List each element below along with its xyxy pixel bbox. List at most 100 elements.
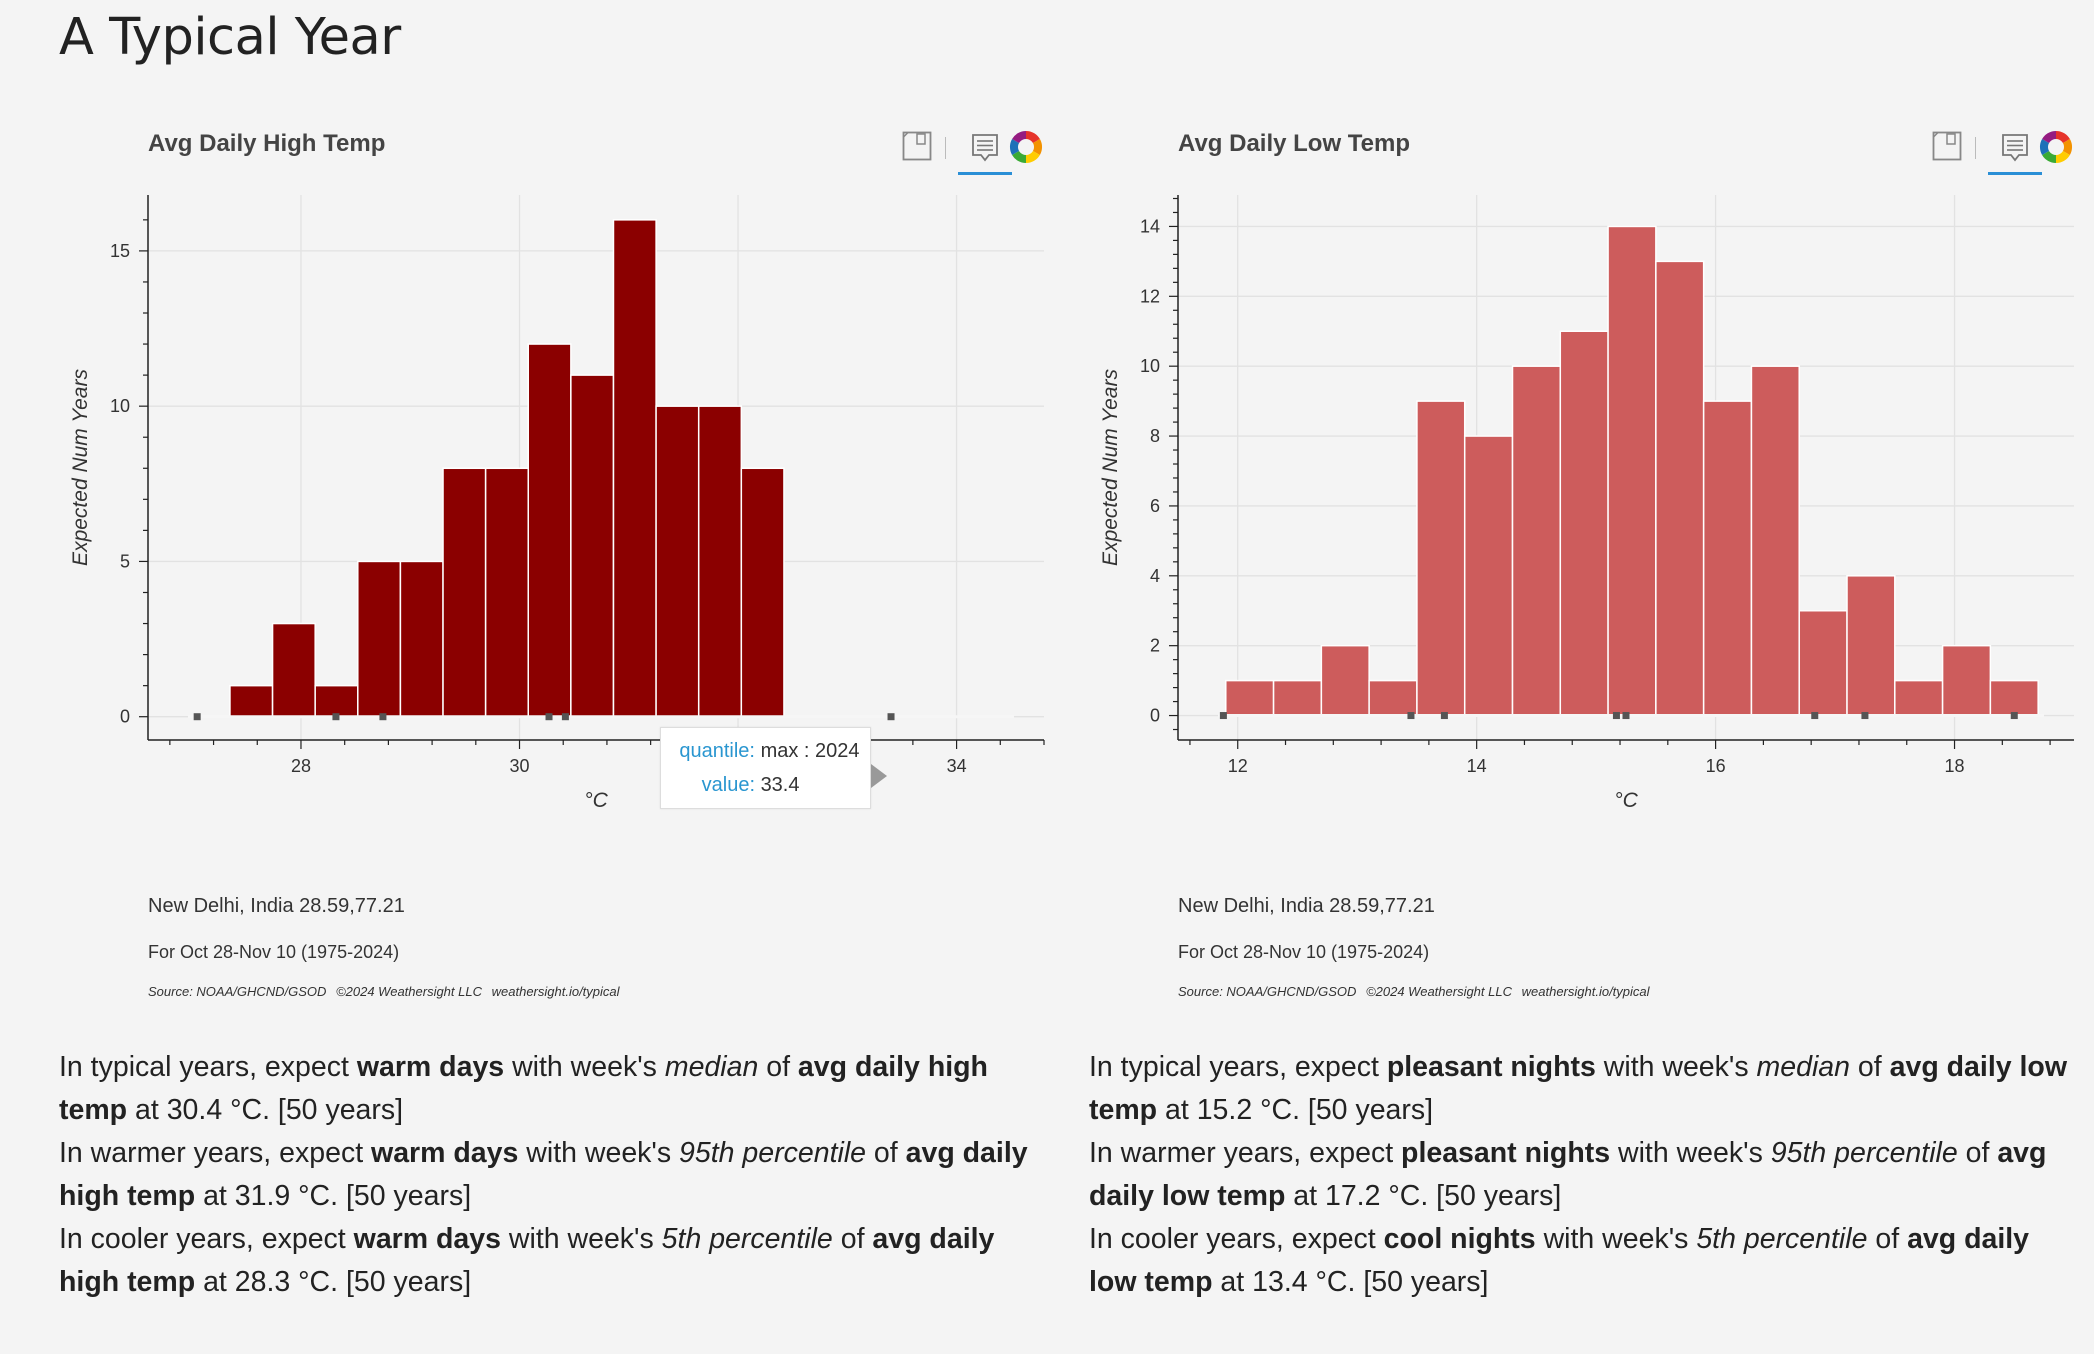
histogram-bar[interactable] [271, 622, 316, 718]
summary-line: In typical years, expect pleasant nights… [1089, 1046, 2079, 1132]
toolbar-divider [1975, 137, 1976, 159]
summary-bold: warm days [356, 1051, 505, 1083]
summary-text: at 28.3 °C. [50 years] [195, 1266, 472, 1298]
tooltip-value-value: 33.4 [760, 774, 800, 796]
chart-toolbar [902, 127, 1062, 177]
histogram-bar[interactable] [1368, 679, 1418, 717]
x-tick-label: 14 [1467, 756, 1487, 776]
summary-bold: pleasant nights [1386, 1051, 1596, 1083]
histogram-bar[interactable] [740, 467, 785, 718]
histogram-bar[interactable] [1511, 365, 1562, 717]
histogram-bar[interactable] [314, 684, 359, 718]
summary-text: of [832, 1223, 873, 1255]
histogram-bar[interactable] [570, 374, 615, 718]
histogram-bar[interactable] [399, 560, 444, 718]
save-icon[interactable] [1932, 131, 1962, 161]
summary-low: In typical years, expect pleasant nights… [1089, 1046, 2079, 1304]
summary-italic: median [664, 1051, 759, 1083]
chart-panel-low: Avg Daily Low Temp [1030, 120, 2074, 1020]
hover-tooltip-icon [972, 134, 998, 162]
quantile-marker [1861, 712, 1869, 720]
bokeh-logo-icon[interactable] [1008, 129, 1044, 165]
histogram-bar[interactable] [1272, 679, 1323, 717]
x-tick-label: 16 [1706, 756, 1726, 776]
x-axis-label: °C [584, 789, 608, 812]
quantile-marker [887, 713, 895, 721]
histogram-bar[interactable] [1607, 225, 1657, 717]
bokeh-logo-icon[interactable] [2038, 129, 2074, 165]
quantile-marker [2010, 712, 2018, 720]
histogram-bar[interactable] [1463, 435, 1514, 717]
summary-italic: 95th percentile [679, 1137, 867, 1169]
quantile-marker [1440, 712, 1448, 720]
histogram-bar[interactable] [442, 467, 487, 718]
y-tick-label: 0 [120, 707, 130, 727]
histogram-bar[interactable] [1846, 575, 1896, 717]
x-tick-label: 30 [509, 756, 529, 776]
copyright-text: ©2024 Weathersight LLC [1366, 984, 1512, 999]
y-tick-label: 10 [110, 396, 130, 416]
tooltip-value-label: value: [701, 774, 755, 796]
save-icon[interactable] [902, 131, 932, 161]
quantile-marker [561, 713, 569, 721]
y-axis-label: Expected Num Years [1099, 369, 1122, 566]
hover-tool-button[interactable] [1988, 129, 2042, 175]
histogram-bar[interactable] [1798, 609, 1848, 717]
histogram-bar[interactable] [1559, 330, 1609, 717]
hover-tool-button[interactable] [958, 129, 1012, 175]
summary-text: of [758, 1051, 798, 1083]
summary-bold: avg daily low temp [1089, 1051, 2068, 1126]
histogram-bar[interactable] [612, 219, 657, 718]
location-text: New Delhi, India 28.59,77.21 [148, 895, 405, 917]
histogram-bar[interactable] [1941, 644, 1992, 717]
histogram-bar[interactable] [1320, 644, 1370, 717]
histogram-bar[interactable] [1750, 365, 1800, 717]
location-text: New Delhi, India 28.59,77.21 [1178, 895, 1435, 917]
x-tick-label: 34 [947, 756, 967, 776]
summary-text: at 13.4 °C. [50 years] [1212, 1266, 1489, 1298]
summary-line: In typical years, expect warm days with … [59, 1046, 1049, 1132]
quantile-marker [332, 713, 340, 721]
histogram-bar[interactable] [1894, 679, 1944, 717]
period-text: For Oct 28-Nov 10 (1975-2024) [1178, 942, 1430, 962]
y-tick-label: 10 [1140, 356, 1160, 376]
summary-line: In cooler years, expect warm days with w… [59, 1218, 1049, 1304]
chart-title: Avg Daily High Temp [148, 130, 386, 157]
source-line: Source: NOAA/GHCND/GSOD ©2024 Weathersig… [1178, 984, 1656, 999]
histogram-bar[interactable] [484, 467, 530, 718]
quantile-marker [1811, 712, 1819, 720]
summary-text: of [1867, 1223, 1908, 1255]
tooltip-quantile-value: max : 2024 [760, 740, 860, 762]
summary-bold: cool nights [1383, 1223, 1536, 1255]
quantile-marker [379, 713, 387, 721]
y-tick-label: 2 [1150, 636, 1160, 656]
active-tool-indicator [1988, 172, 2042, 175]
summary-text: with week's [504, 1051, 665, 1083]
histogram-low[interactable]: 0 2 4 6 8 10 12 14 12 14 16 18 °C Expected Num Years [1030, 170, 2090, 910]
histogram-bar[interactable] [1225, 679, 1275, 717]
summary-high: In typical years, expect warm days with … [59, 1046, 1049, 1304]
y-tick-label: 0 [1150, 706, 1160, 726]
source-line: Source: NOAA/GHCND/GSOD ©2024 Weathersig… [148, 984, 626, 999]
y-tick-label: 12 [1140, 286, 1160, 306]
summary-bold: avg daily high temp [59, 1051, 988, 1126]
quantile-marker [1407, 712, 1415, 720]
page-title: A Typical Year [59, 8, 401, 67]
y-axis-label: Expected Num Years [69, 369, 92, 566]
copyright-text: ©2024 Weathersight LLC [336, 984, 482, 999]
summary-text: In cooler years, expect [1089, 1223, 1384, 1255]
histogram-bar[interactable] [357, 560, 402, 718]
histogram-bar[interactable] [1989, 679, 2039, 717]
histogram-bar[interactable] [697, 405, 743, 718]
chart-panel-high: Avg Daily High Temp [0, 120, 1045, 1020]
histogram-bar[interactable] [1655, 260, 1705, 717]
histogram-bar[interactable] [655, 405, 700, 718]
histogram-bar[interactable] [229, 684, 274, 718]
histogram-bar[interactable] [1416, 400, 1466, 717]
hover-tooltip: quantile: max : 2024 value: 33.4 [660, 727, 887, 809]
histogram-bar[interactable] [527, 343, 572, 718]
active-tool-indicator [958, 172, 1012, 175]
summary-text: In typical years, expect [59, 1051, 357, 1083]
histogram-bar[interactable] [1702, 400, 1753, 717]
